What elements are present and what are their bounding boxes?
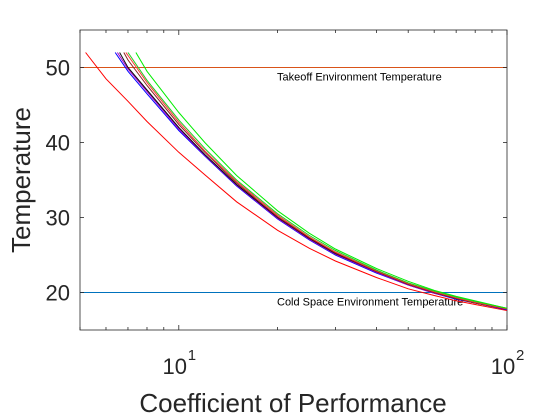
series-layer	[85, 52, 508, 311]
series-line-6	[125, 52, 508, 310]
y-tick-label-2: 40	[46, 131, 70, 156]
x-tick-exponent-0: 1	[188, 347, 196, 364]
series-line-7	[127, 52, 508, 309]
x-axis-label: Coefficient of Performance	[139, 388, 446, 418]
y-tick-label-3: 50	[46, 56, 70, 81]
series-line-2	[114, 52, 508, 311]
x-tick-label-1: 10	[491, 354, 515, 379]
y-tick-label-0: 20	[46, 281, 70, 306]
series-line-1	[85, 52, 508, 311]
x-tick-exponent-1: 2	[516, 347, 524, 364]
plot-area	[79, 29, 508, 331]
y-tick-label-1: 30	[46, 206, 70, 231]
y-axis-label: Temperature	[6, 107, 36, 253]
reference-line-label-1: Cold Space Environment Temperature	[277, 297, 463, 309]
reference-line-label-0: Takeoff Environment Temperature	[277, 72, 442, 84]
x-tick-label-0: 10	[163, 354, 187, 379]
series-line-8	[135, 52, 508, 309]
reference-lines: Takeoff Environment Temperature Cold Spac…	[80, 67, 507, 309]
series-line-5	[123, 52, 508, 310]
